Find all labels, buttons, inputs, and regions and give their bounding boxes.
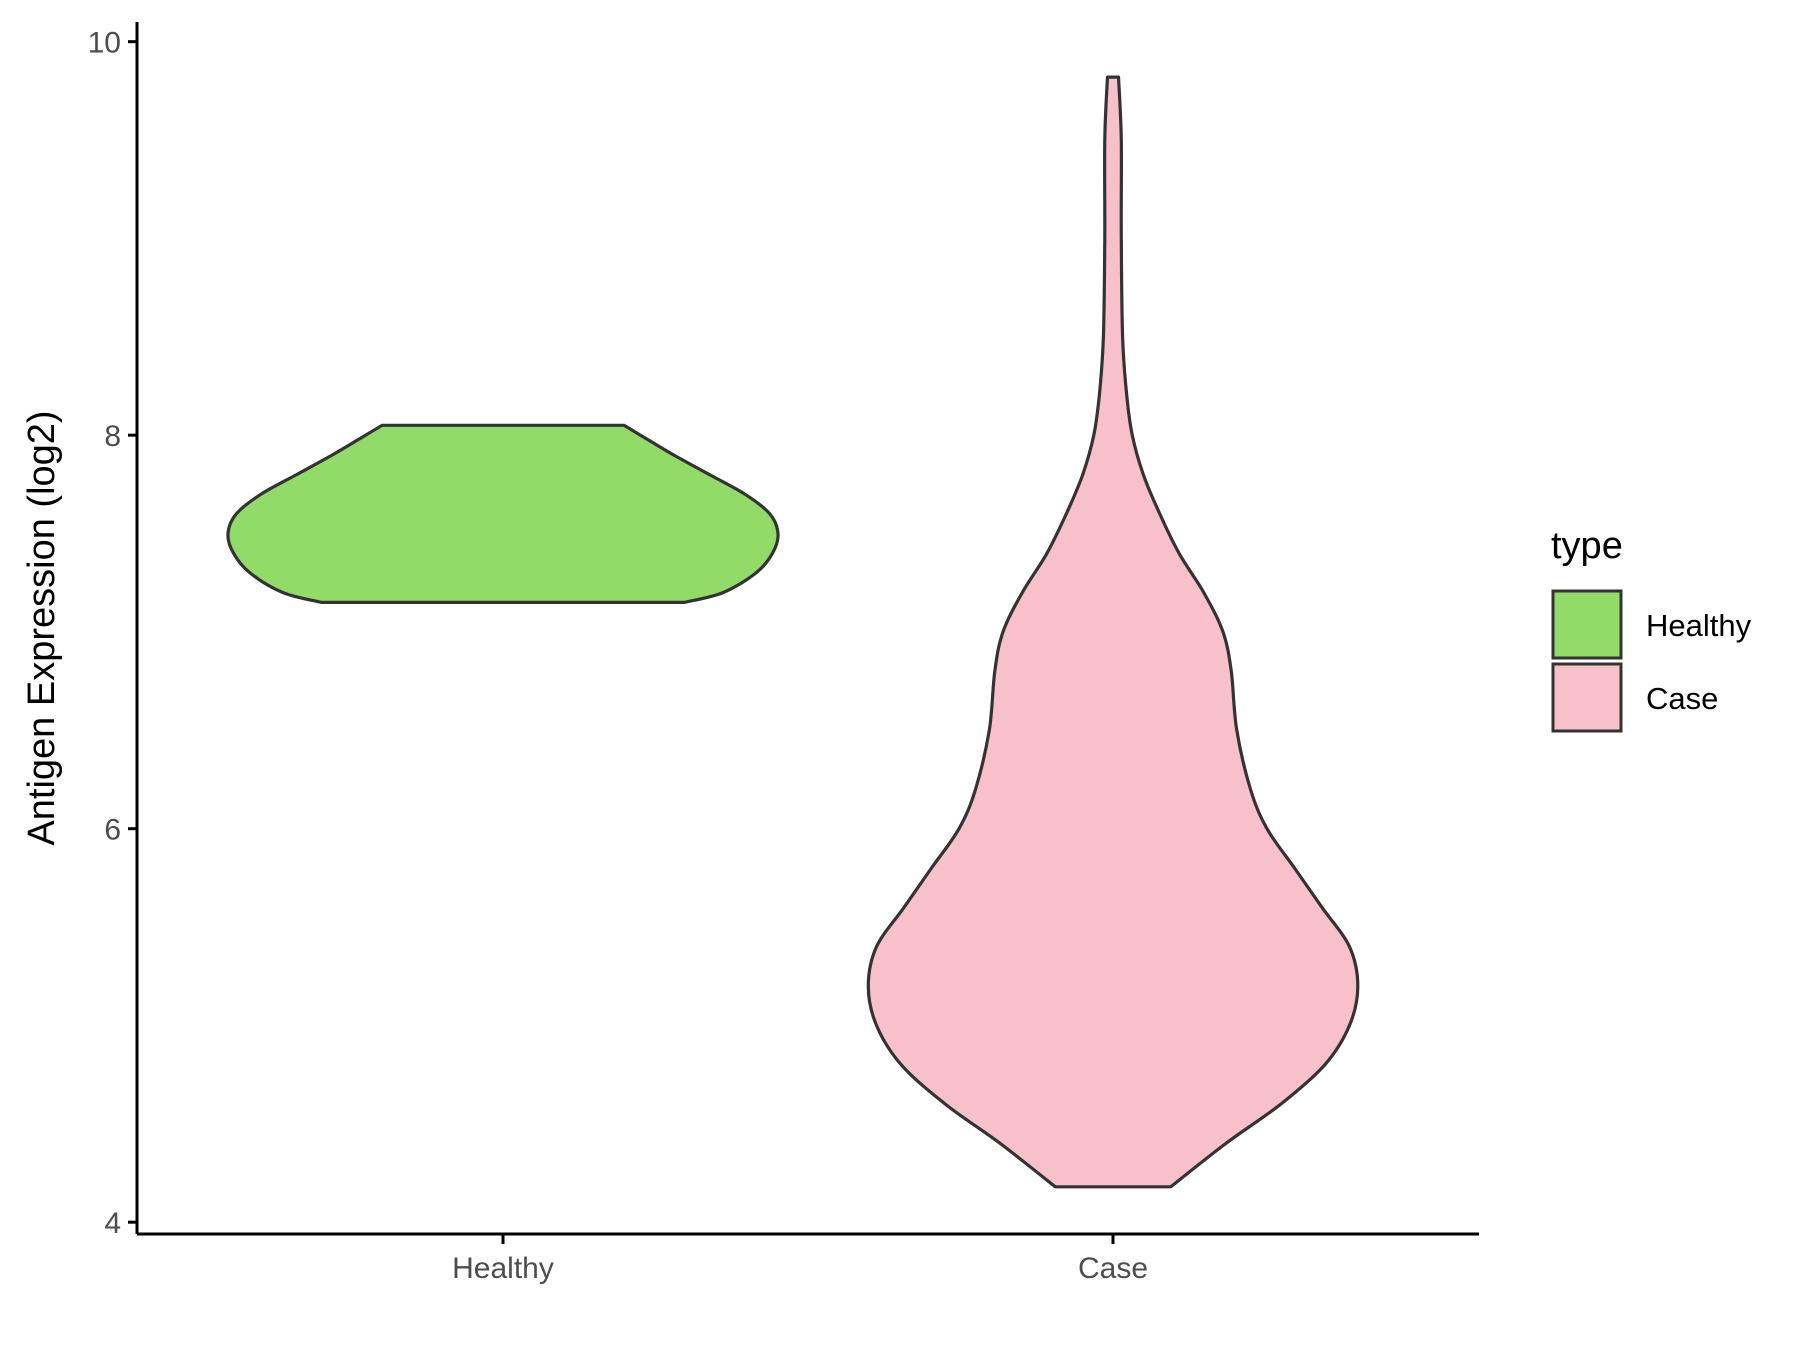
legend-label-case: Case [1646, 681, 1718, 716]
y-tick-label: 10 [88, 27, 121, 60]
y-axis-title: Antigen Expression (log2) [21, 410, 63, 845]
axes: 4 6 8 10 Healthy Case [88, 22, 1479, 1285]
y-tick-label: 8 [104, 420, 121, 453]
plot-area [226, 75, 1360, 1189]
legend-swatch-healthy [1551, 589, 1623, 660]
y-tick-label: 6 [104, 814, 121, 847]
violin-healthy [226, 423, 780, 604]
legend: type Healthy Case [1551, 525, 1752, 733]
legend-title: type [1551, 525, 1623, 567]
legend-swatch-case [1551, 662, 1623, 733]
x-tick-label: Case [1078, 1252, 1148, 1285]
legend-label-healthy: Healthy [1646, 608, 1752, 643]
legend-item-case: Case [1551, 662, 1718, 733]
legend-item-healthy: Healthy [1551, 589, 1752, 660]
violin-case [866, 75, 1360, 1189]
x-tick-label: Healthy [452, 1252, 554, 1285]
y-tick-label: 4 [104, 1207, 121, 1240]
